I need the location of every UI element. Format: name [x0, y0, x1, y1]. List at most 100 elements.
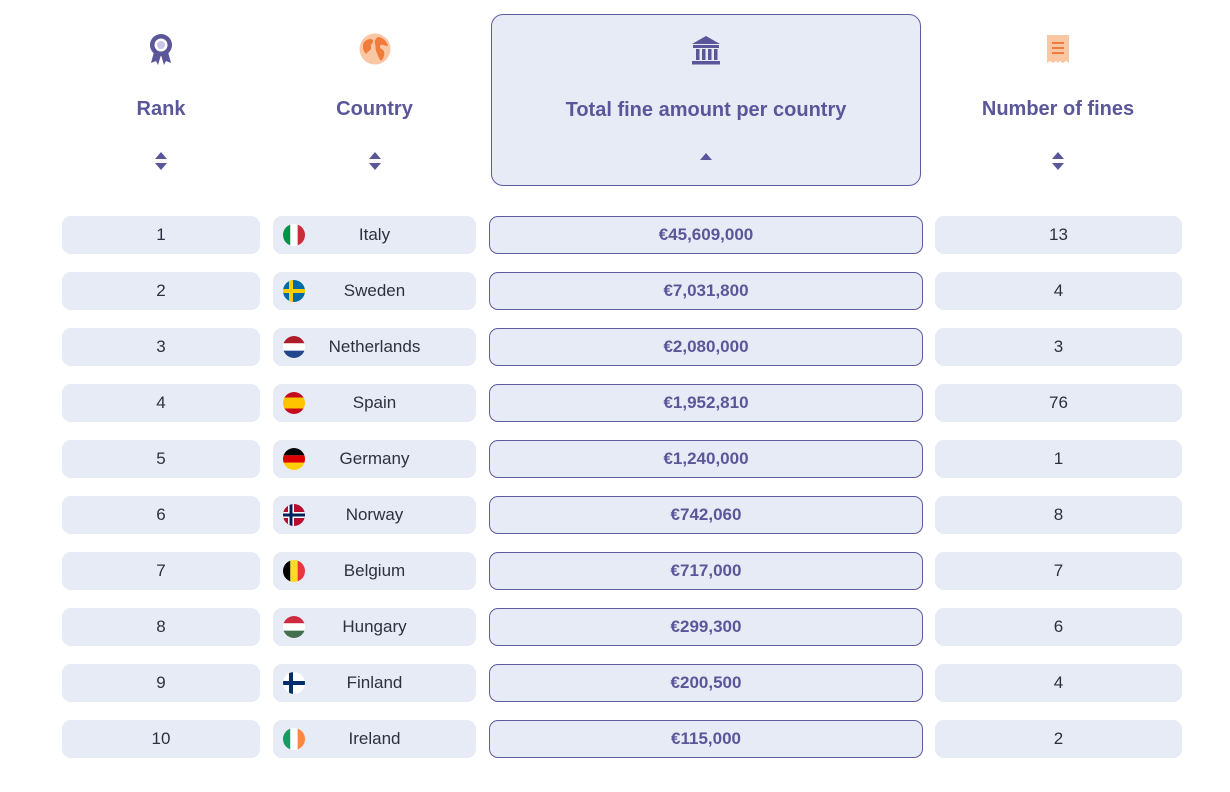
country-cell: Italy	[273, 216, 476, 254]
country-name: Netherlands	[328, 337, 421, 356]
header-rank: Rank	[62, 14, 260, 186]
country-cell: Norway	[273, 496, 476, 534]
spain-flag-icon	[283, 392, 305, 414]
rank-cell: 2	[62, 272, 260, 310]
number-of-fines-value: 7	[1053, 561, 1064, 580]
number-of-fines-value: 4	[1053, 673, 1064, 692]
finland-flag-icon	[283, 672, 305, 694]
number-of-fines-value: 2	[1053, 729, 1064, 748]
hungary-flag-icon	[283, 616, 305, 638]
total-fine-value: €1,952,810	[663, 393, 749, 412]
header-number-of-fines: Number of fines	[935, 14, 1181, 186]
total-fine-value: €2,080,000	[663, 337, 749, 356]
number-of-fines-value: 3	[1053, 337, 1064, 356]
rank-value: 8	[156, 617, 166, 636]
total-fine-cell: €742,060	[489, 496, 923, 534]
total-fine-cell: €45,609,000	[489, 216, 923, 254]
country-name: Finland	[346, 673, 403, 692]
rank-value: 9	[156, 673, 166, 692]
country-header-title: Country	[336, 98, 413, 120]
norway-flag-icon	[283, 504, 305, 526]
country-cell: Belgium	[273, 552, 476, 590]
country-cell: Ireland	[273, 720, 476, 758]
number-of-fines-header-title: Number of fines	[981, 98, 1135, 120]
total-fine-cell: €299,300	[489, 608, 923, 646]
rank-cell: 6	[62, 496, 260, 534]
rank-value: 5	[156, 449, 166, 468]
rank-cell: 10	[62, 720, 260, 758]
rank-value: 1	[156, 225, 166, 244]
number-of-fines-cell: 76	[935, 384, 1182, 422]
country-cell: Finland	[273, 664, 476, 702]
sort-down-icon	[155, 163, 167, 170]
number-of-fines-cell: 8	[935, 496, 1182, 534]
total-fine-cell: €115,000	[489, 720, 923, 758]
sort-down-icon	[368, 163, 381, 170]
total-fine-cell: €2,080,000	[489, 328, 923, 366]
country-cell: Germany	[273, 440, 476, 478]
sort-up-icon	[368, 152, 381, 159]
netherlands-flag-icon	[283, 336, 305, 358]
number-of-fines-cell: 6	[935, 608, 1182, 646]
number-of-fines-value: 76	[1049, 393, 1068, 412]
total-fine-value: €1,240,000	[663, 449, 749, 468]
receipt-icon	[1047, 35, 1069, 63]
country-name: Hungary	[342, 617, 407, 636]
number-of-fines-cell: 1	[935, 440, 1182, 478]
number-of-fines-sort-toggle[interactable]	[1051, 150, 1065, 172]
total-fine-cell: €717,000	[489, 552, 923, 590]
total-fine-value: €115,000	[671, 729, 741, 748]
header-country: Country	[273, 14, 476, 186]
total-fine-value: €742,060	[670, 505, 742, 524]
country-name: Italy	[358, 225, 391, 244]
ireland-flag-icon	[283, 728, 305, 750]
sort-up-icon	[155, 152, 167, 159]
country-cell: Netherlands	[273, 328, 476, 366]
number-of-fines-cell: 2	[935, 720, 1182, 758]
total-fine-cell: €200,500	[489, 664, 923, 702]
number-of-fines-value: 13	[1049, 225, 1068, 244]
rank-value: 10	[151, 729, 171, 748]
number-of-fines-cell: 3	[935, 328, 1182, 366]
header-total-fine: Total fine amount per country	[491, 14, 921, 186]
number-of-fines-value: 8	[1053, 505, 1064, 524]
total-fine-header-title: Total fine amount per country	[565, 99, 847, 121]
sort-up-icon	[1052, 152, 1064, 159]
sort-down-icon	[1052, 163, 1064, 170]
number-of-fines-cell: 4	[935, 664, 1182, 702]
rank-sort-toggle[interactable]	[154, 150, 168, 172]
number-of-fines-cell: 7	[935, 552, 1182, 590]
country-name: Belgium	[343, 561, 406, 580]
rank-value: 3	[156, 337, 166, 356]
total-fine-cell: €1,952,810	[489, 384, 923, 422]
rank-cell: 9	[62, 664, 260, 702]
sweden-flag-icon	[283, 280, 305, 302]
rank-header-title: Rank	[136, 98, 186, 120]
total-fine-value: €7,031,800	[663, 281, 749, 300]
total-fine-sort-toggle[interactable]	[699, 151, 713, 173]
globe-icon	[359, 33, 390, 65]
germany-flag-icon	[283, 448, 305, 470]
total-fine-cell: €1,240,000	[489, 440, 923, 478]
total-fine-value: €45,609,000	[658, 225, 754, 244]
country-name: Germany	[339, 449, 410, 468]
sort-up-icon	[700, 153, 712, 160]
belgium-flag-icon	[283, 560, 305, 582]
rank-value: 2	[156, 281, 166, 300]
bank-building-icon	[692, 36, 720, 65]
country-sort-toggle[interactable]	[368, 150, 382, 172]
country-name: Norway	[345, 505, 404, 524]
rank-value: 4	[156, 393, 166, 412]
rank-cell: 1	[62, 216, 260, 254]
country-name: Sweden	[343, 281, 406, 300]
rank-cell: 4	[62, 384, 260, 422]
italy-flag-icon	[283, 224, 305, 246]
number-of-fines-value: 6	[1053, 617, 1064, 636]
rank-value: 6	[156, 505, 166, 524]
number-of-fines-cell: 13	[935, 216, 1182, 254]
rank-cell: 7	[62, 552, 260, 590]
rank-cell: 3	[62, 328, 260, 366]
award-ribbon-icon	[150, 34, 172, 65]
country-cell: Spain	[273, 384, 476, 422]
country-cell: Sweden	[273, 272, 476, 310]
